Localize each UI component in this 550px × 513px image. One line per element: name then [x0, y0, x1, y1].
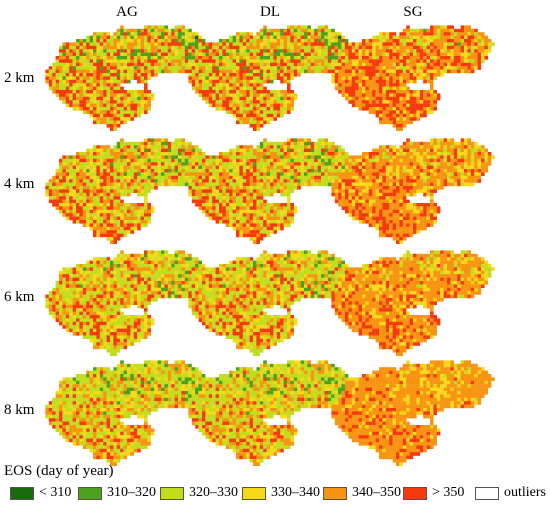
eos-map-dl-6km — [185, 247, 355, 357]
legend-label: > 350 — [432, 485, 465, 500]
eos-map-dl-8km — [185, 357, 355, 467]
eos-raster — [188, 138, 352, 244]
eos-raster — [45, 138, 209, 244]
row-label-6km: 6 km — [4, 289, 35, 305]
legend-swatch — [10, 487, 34, 500]
eos-map-ag-2km — [42, 22, 212, 132]
eos-raster — [188, 250, 352, 356]
legend-swatch — [475, 487, 499, 500]
eos-raster — [45, 360, 209, 466]
legend-swatch — [323, 487, 347, 500]
eos-map-ag-8km — [42, 357, 212, 467]
eos-raster — [331, 138, 495, 244]
legend-label: 330–340 — [271, 485, 320, 500]
row-label-4km: 4 km — [4, 176, 35, 192]
legend-swatch — [160, 487, 184, 500]
eos-raster — [45, 25, 209, 131]
eos-map-ag-6km — [42, 247, 212, 357]
legend-swatch — [403, 487, 427, 500]
row-label-8km: 8 km — [4, 402, 35, 418]
row-label-2km: 2 km — [4, 70, 35, 86]
eos-map-sg-8km — [328, 357, 498, 467]
eos-raster — [331, 360, 495, 466]
eos-raster — [331, 25, 495, 131]
eos-raster — [331, 250, 495, 356]
eos-raster — [188, 360, 352, 466]
eos-map-sg-2km — [328, 22, 498, 132]
legend-swatch — [78, 487, 102, 500]
eos-map-dl-2km — [185, 22, 355, 132]
legend-label: 310–320 — [107, 485, 156, 500]
eos-map-dl-4km — [185, 135, 355, 245]
eos-map-sg-4km — [328, 135, 498, 245]
legend-label: < 310 — [39, 485, 72, 500]
legend-title: EOS (day of year) — [4, 463, 114, 479]
column-header-sg: SG — [403, 4, 423, 20]
eos-map-ag-4km — [42, 135, 212, 245]
legend-label: 320–330 — [189, 485, 238, 500]
legend-label: outliers — [504, 485, 546, 500]
eos-map-sg-6km — [328, 247, 498, 357]
eos-raster — [45, 250, 209, 356]
column-header-ag: AG — [116, 4, 138, 20]
legend-label: 340–350 — [352, 485, 401, 500]
eos-raster — [188, 25, 352, 131]
column-header-dl: DL — [260, 4, 280, 20]
legend-swatch — [242, 487, 266, 500]
